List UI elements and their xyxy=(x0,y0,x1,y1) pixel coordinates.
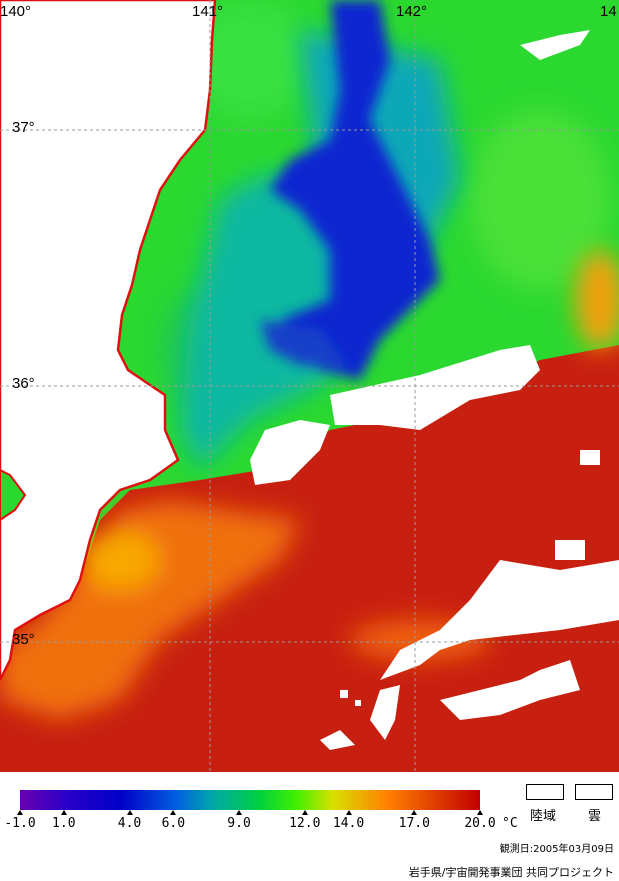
legend-tick-mark xyxy=(411,810,418,815)
land-mainland xyxy=(0,0,217,681)
lon-label-143: 14 xyxy=(600,3,617,20)
legend-tick-mark xyxy=(301,810,308,815)
legend-tick-mark xyxy=(170,810,177,815)
cloud-swatch xyxy=(575,784,613,800)
legend-tick-mark xyxy=(17,810,23,815)
legend-tick-mark xyxy=(477,810,483,815)
legend-tick-mark xyxy=(60,810,67,815)
legend-tick-label: 9.0 xyxy=(227,816,251,831)
lon-label-142: 142° xyxy=(396,3,428,20)
legend-tick-label: 14.0 xyxy=(332,816,365,831)
legend-tick-mark xyxy=(236,810,243,815)
sea-red-zone xyxy=(0,345,619,772)
temperature-color-bar xyxy=(20,790,480,810)
lon-label-141: 141° xyxy=(192,3,224,20)
cloud-swatch-label: 雲 xyxy=(588,809,602,824)
legend-unit: °C xyxy=(502,816,518,831)
sea-surface-temperature-map xyxy=(0,0,619,772)
legend-tick-label: 20.0 xyxy=(464,816,496,831)
lat-label-37: 37° xyxy=(12,119,35,136)
legend-tick-label: 17.0 xyxy=(398,816,430,831)
legend-tick-label: 6.0 xyxy=(161,816,186,831)
land-swatch-label: 陸域 xyxy=(530,809,557,824)
lon-label-140: 140° xyxy=(0,3,32,20)
land-lake-green xyxy=(0,468,27,522)
sea-blue-zone xyxy=(270,0,440,380)
cloud-areas xyxy=(250,30,619,750)
observation-date: 観測日:2005年03月09日 xyxy=(499,844,614,855)
land-swatch xyxy=(526,784,564,800)
sea-orange-zone xyxy=(0,500,300,720)
legend-tick-mark xyxy=(345,810,352,815)
legend-tick-label: -1.0 xyxy=(4,816,36,831)
lat-label-35: 35° xyxy=(12,631,35,648)
graticule xyxy=(0,0,619,772)
legend-tick-label: 1.0 xyxy=(52,816,76,831)
legend-tick-label: 12.0 xyxy=(289,816,321,831)
legend-tick-label: 4.0 xyxy=(117,816,142,831)
legend-tick-mark xyxy=(126,810,133,815)
credit-line: 岩手県/宇宙開発事業団 共同プロジェクト xyxy=(408,866,614,879)
lat-label-36: 36° xyxy=(12,375,35,392)
